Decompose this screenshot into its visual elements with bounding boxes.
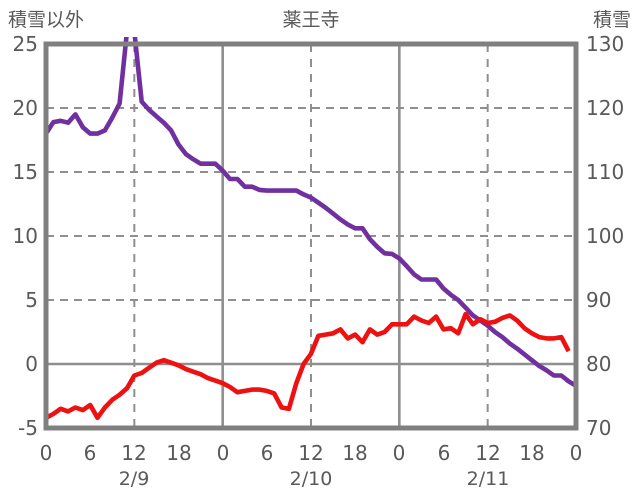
- x-axis-tick: 12: [475, 441, 501, 465]
- x-axis-tick: 6: [260, 441, 274, 465]
- x-axis-tick: 6: [437, 441, 451, 465]
- temperature-line: [44, 311, 571, 421]
- right-axis-tick: 90: [586, 288, 612, 312]
- left-axis-tick: 10: [12, 224, 38, 248]
- x-axis-tick: 0: [392, 441, 406, 465]
- left-axis-tick: 20: [12, 96, 38, 120]
- right-axis-tick: 80: [586, 352, 612, 376]
- left-axis-tick: -5: [18, 416, 38, 440]
- x-axis-tick: 0: [216, 441, 230, 465]
- date-label: 2/11: [466, 468, 510, 490]
- plot-frame: [43, 41, 579, 431]
- left-axis-tick: 0: [25, 352, 38, 376]
- right-axis-tick: 100: [586, 224, 625, 248]
- x-axis-tick: 18: [166, 441, 192, 465]
- right-axis-tick: 130: [586, 32, 625, 56]
- left-axis-tick: 15: [12, 160, 38, 184]
- left-axis-tick: 5: [25, 288, 38, 312]
- right-axis-tick: 120: [586, 96, 625, 120]
- snow-depth-line: [44, 37, 578, 388]
- right-axis-tick: 110: [586, 160, 625, 184]
- x-axis-tick: 18: [519, 441, 545, 465]
- x-axis-tick: 0: [39, 441, 53, 465]
- right-axis-title: 積雪: [592, 9, 631, 31]
- left-axis-title: 積雪以外: [8, 9, 85, 31]
- left-axis-tick: 25: [12, 32, 38, 56]
- date-label: 2/9: [118, 468, 150, 490]
- date-label: 2/10: [289, 468, 333, 490]
- x-axis-tick: 12: [121, 441, 147, 465]
- chart-title: 薬王寺: [282, 9, 340, 31]
- x-axis-tick: 6: [83, 441, 97, 465]
- x-axis-tick: 0: [569, 441, 583, 465]
- x-axis-tick: 12: [298, 441, 324, 465]
- right-axis-tick: 70: [586, 416, 612, 440]
- x-axis-tick: 18: [342, 441, 368, 465]
